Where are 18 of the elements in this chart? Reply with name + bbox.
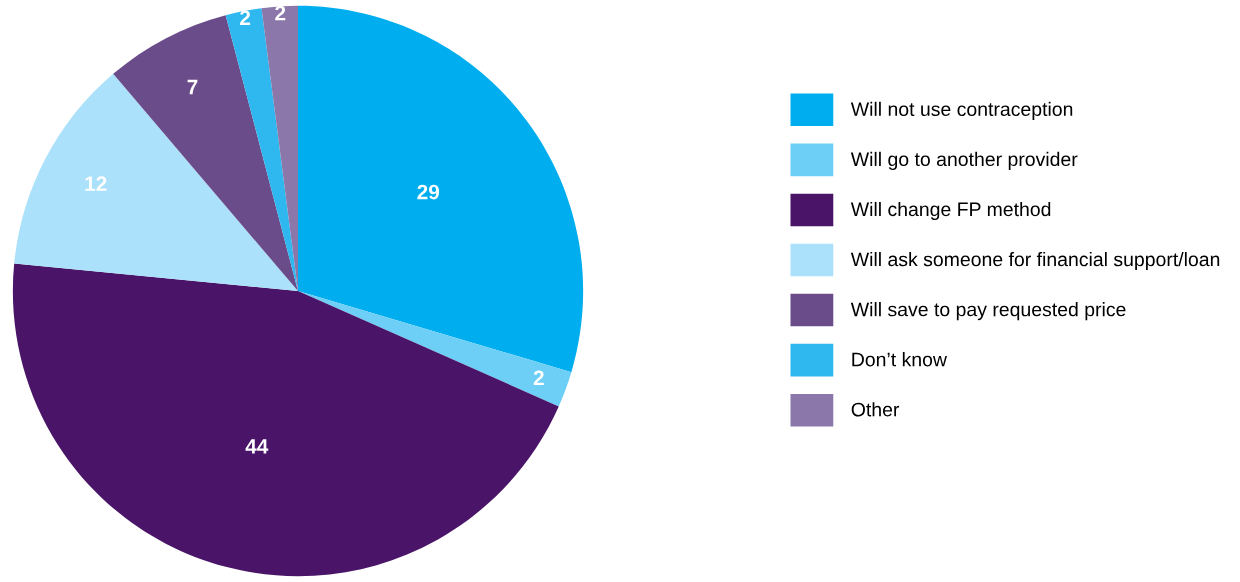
data-label: 2 <box>533 370 544 386</box>
legend-label: Don’t know <box>852 352 948 367</box>
pie-slice <box>14 73 298 291</box>
data-label: 29 <box>417 184 440 200</box>
data-label: 12 <box>85 176 107 191</box>
data-label: 2 <box>240 10 251 25</box>
legend-label: Other <box>851 402 900 417</box>
pie-slice <box>12 263 559 577</box>
legend-label: Will change FP method <box>850 201 1051 221</box>
pie-slice <box>298 291 572 407</box>
legend-label: Will save to pay requested price <box>850 302 1126 321</box>
data-label: 2 <box>275 5 286 21</box>
data-label: 44 <box>245 439 269 454</box>
pie-slice <box>225 8 298 291</box>
legend-label: Will go to another provider <box>850 151 1078 170</box>
legend-label: Will not use contraception <box>850 101 1073 120</box>
legend-label: Will ask someone for financial support/loan <box>850 251 1220 271</box>
data-label: 7 <box>187 79 198 95</box>
